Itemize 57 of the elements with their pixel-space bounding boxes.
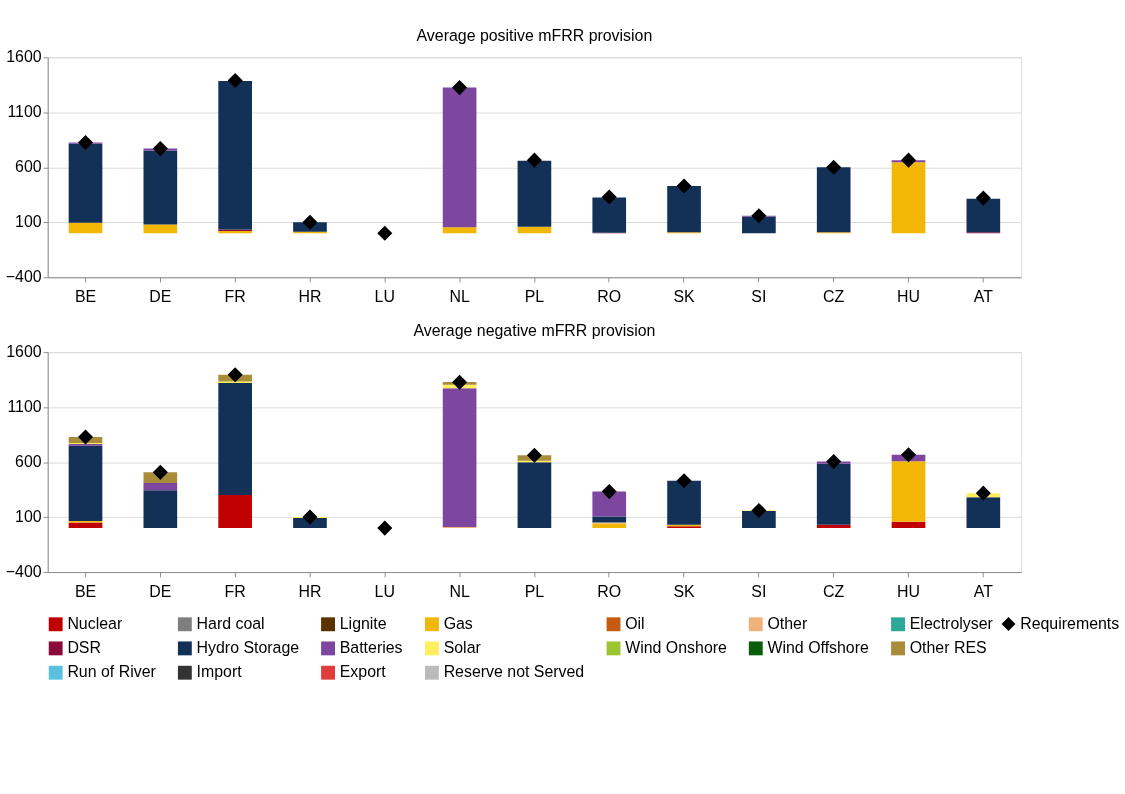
x-tick-label: SK [673,582,696,600]
x-tick-label: FR [224,288,246,306]
x-tick-label: SI [751,288,767,306]
x-tick-label: HR [298,288,322,306]
x-tick-label: CZ [823,582,845,600]
x-tick-label: HU [897,288,920,306]
legend-label: DSR [67,639,101,657]
legend-label: Solar [443,639,482,657]
x-tick-label: CZ [823,288,845,306]
legend-label: Run of River [67,663,157,681]
chart-title: Average negative mFRR provision [413,322,656,340]
legend-label: Electrolyser [909,614,994,632]
x-tick-label: PL [524,582,545,600]
x-tick-label: RO [597,582,622,600]
y-tick-label: 600 [15,158,42,176]
legend-label: Other RES [909,639,987,657]
x-tick-label: FR [224,582,246,600]
legend-label: Import [196,663,243,681]
x-tick-label: AT [973,288,994,306]
legend-label: Hydro Storage [196,639,300,657]
x-tick-label: SI [751,582,767,600]
legend-label: Wind Offshore [767,639,869,657]
y-tick-label: 100 [15,508,42,526]
y-tick-label: 100 [15,213,42,231]
legend-label: Other [767,614,808,632]
x-tick-label: SK [673,288,696,306]
y-tick-label: 1100 [7,103,42,121]
legend-label: Batteries [339,639,403,657]
x-tick-label: RO [597,288,622,306]
x-tick-label: NL [449,582,470,600]
chart-title: Average positive mFRR provision [416,27,653,45]
legend-label: Lignite [339,614,387,632]
x-tick-label: HU [897,582,920,600]
y-tick-label: 1600 [6,343,42,361]
x-tick-label: PL [524,288,545,306]
x-tick-label: BE [74,288,97,306]
legend-label: Gas [443,614,473,632]
y-tick-label: 1100 [7,398,42,416]
legend-label: Requirements [1020,614,1120,632]
legend-label: Oil [625,614,645,632]
x-tick-label: LU [374,582,395,600]
y-tick-label: 1600 [6,48,42,66]
x-tick-label: BE [74,582,97,600]
legend-label: Wind Onshore [625,639,728,657]
legend-label: Hard coal [196,614,265,632]
y-tick-label: 600 [15,453,42,471]
x-tick-label: DE [149,288,172,306]
legend-label: Export [339,663,387,681]
x-tick-label: HR [298,582,322,600]
x-tick-label: LU [374,288,395,306]
x-tick-label: DE [149,582,172,600]
x-tick-label: NL [449,288,470,306]
x-tick-label: AT [973,582,994,600]
y-tick-label: −400 [5,563,42,581]
y-tick-label: −400 [5,268,42,286]
legend-label: Reserve not Served [443,663,585,681]
legend-label: Nuclear [67,614,123,632]
